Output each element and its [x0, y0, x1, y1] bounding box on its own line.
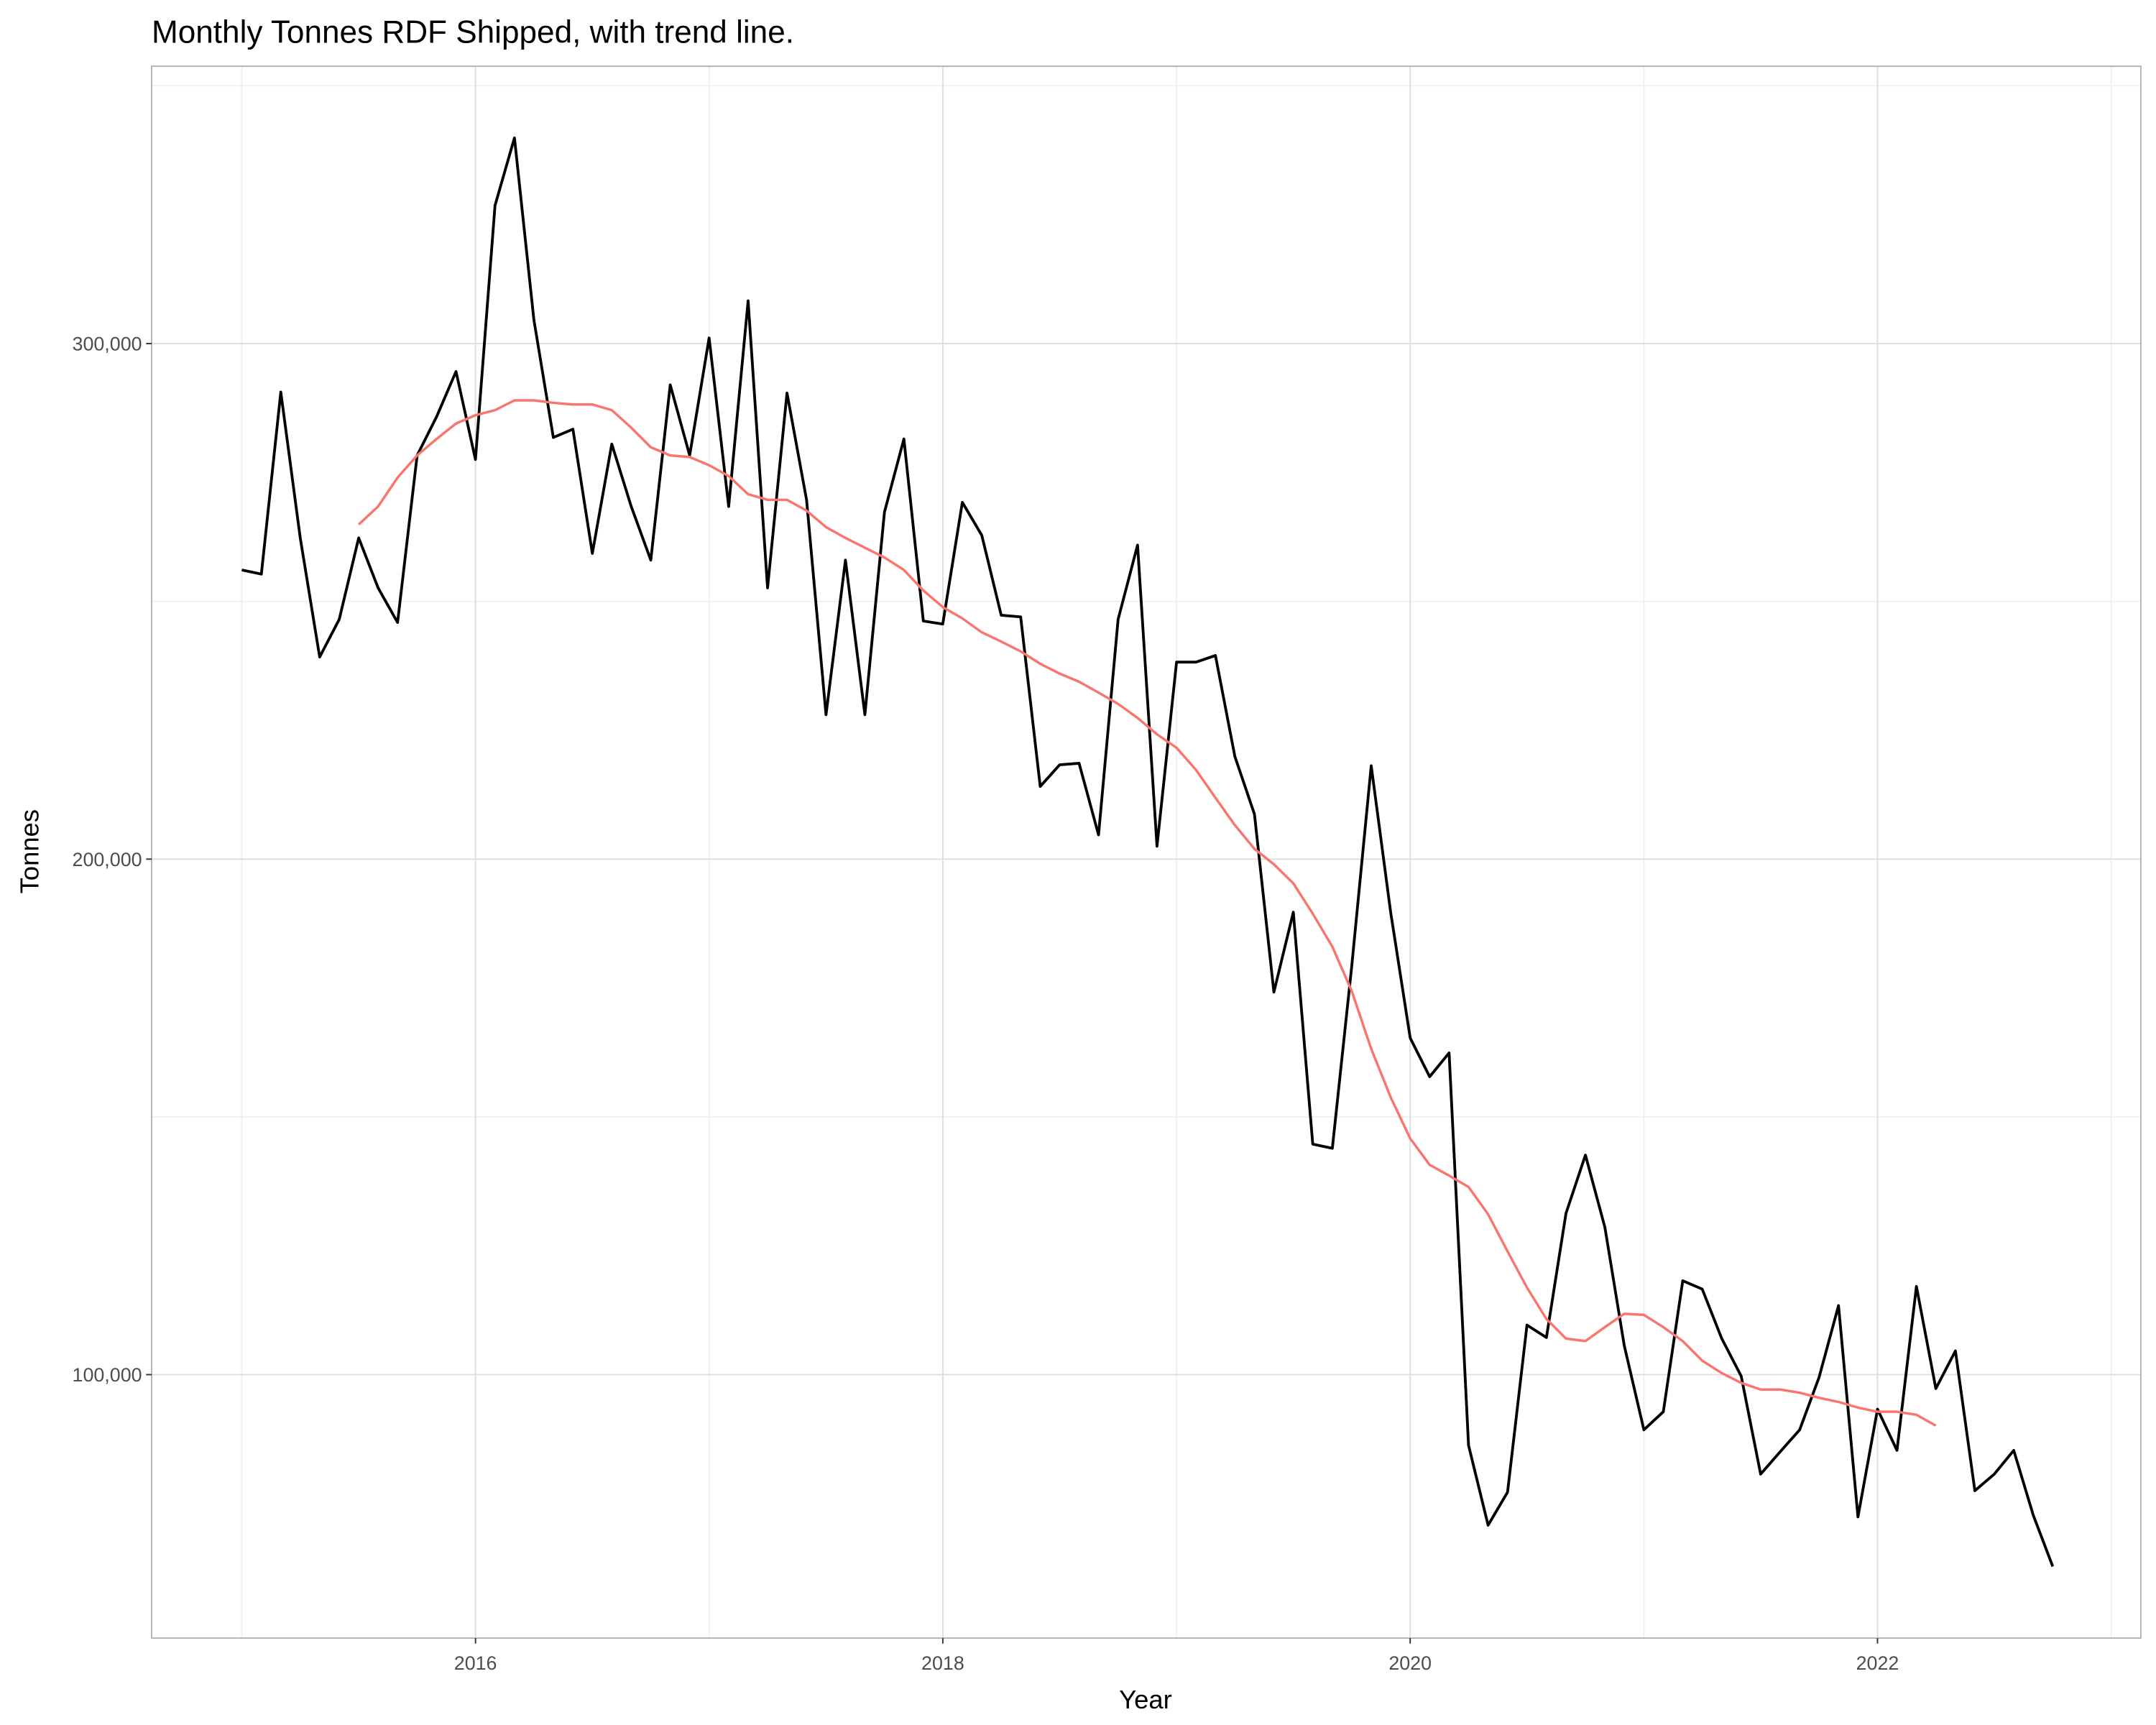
x-tick-label: 2016 [454, 1652, 497, 1674]
chart-title: Monthly Tonnes RDF Shipped, with trend l… [152, 15, 794, 50]
y-tick-label: 300,000 [73, 334, 142, 355]
x-axis-label: Year [1119, 1685, 1172, 1714]
monthly-tonnes-line [241, 136, 2055, 1568]
plot-panel-border [151, 65, 2142, 1639]
x-tick-label: 2018 [921, 1652, 964, 1674]
trend-line [357, 399, 1937, 1427]
y-tick-label: 200,000 [73, 849, 142, 870]
x-tick-label: 2022 [1856, 1652, 1899, 1674]
y-tick-label: 100,000 [73, 1364, 142, 1386]
y-axis-label: Tonnes [15, 809, 45, 894]
axis-ticks: 100,000 200,000 300,000 2016 2018 2020 2022 [73, 334, 1899, 1675]
x-tick-label: 2020 [1388, 1652, 1432, 1674]
series-lines [241, 136, 2055, 1568]
